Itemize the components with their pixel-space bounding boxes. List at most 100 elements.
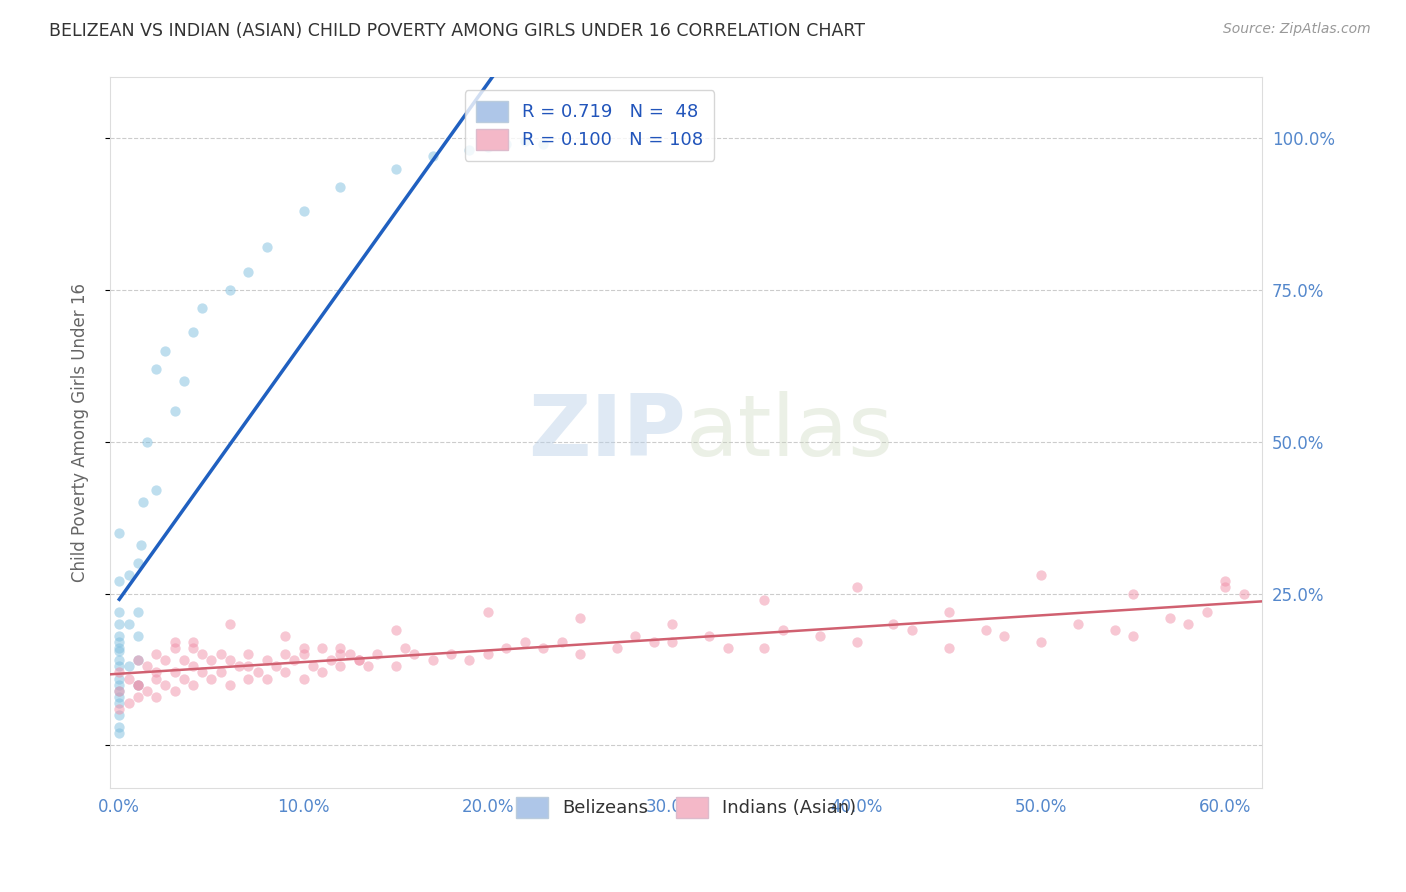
Point — [173, 374, 195, 388]
Point — [155, 653, 177, 667]
Point — [1213, 581, 1236, 595]
Point — [384, 659, 406, 673]
Point — [274, 665, 297, 680]
Point — [108, 726, 131, 740]
Point — [181, 641, 204, 656]
Point — [477, 647, 499, 661]
Point — [238, 659, 260, 673]
Point — [108, 641, 131, 656]
Point — [191, 301, 214, 315]
Point — [716, 641, 738, 656]
Point — [117, 616, 139, 631]
Point — [754, 592, 776, 607]
Point — [145, 483, 167, 498]
Point — [531, 137, 554, 152]
Point — [1067, 616, 1090, 631]
Point — [173, 672, 195, 686]
Point — [127, 678, 149, 692]
Point — [218, 616, 240, 631]
Point — [347, 653, 370, 667]
Point — [117, 659, 139, 673]
Point — [108, 683, 131, 698]
Point — [145, 665, 167, 680]
Point — [329, 659, 352, 673]
Point — [531, 641, 554, 656]
Point — [173, 653, 195, 667]
Point — [256, 653, 278, 667]
Point — [329, 179, 352, 194]
Point — [772, 623, 794, 637]
Point — [108, 525, 131, 540]
Point — [209, 665, 232, 680]
Point — [131, 538, 153, 552]
Point — [1213, 574, 1236, 589]
Point — [550, 635, 572, 649]
Point — [384, 623, 406, 637]
Point — [218, 283, 240, 297]
Point — [136, 659, 159, 673]
Point — [163, 641, 186, 656]
Point — [117, 568, 139, 582]
Point — [347, 653, 370, 667]
Point — [127, 556, 149, 570]
Point — [1159, 611, 1181, 625]
Point — [256, 672, 278, 686]
Point — [422, 149, 444, 163]
Point — [238, 647, 260, 661]
Point — [458, 653, 481, 667]
Point — [155, 678, 177, 692]
Point — [136, 683, 159, 698]
Point — [127, 629, 149, 643]
Point — [145, 362, 167, 376]
Point — [292, 647, 315, 661]
Point — [1195, 605, 1218, 619]
Point — [440, 647, 463, 661]
Text: BELIZEAN VS INDIAN (ASIAN) CHILD POVERTY AMONG GIRLS UNDER 16 CORRELATION CHART: BELIZEAN VS INDIAN (ASIAN) CHILD POVERTY… — [49, 22, 865, 40]
Point — [513, 134, 536, 148]
Point — [339, 647, 361, 661]
Point — [1104, 623, 1126, 637]
Point — [108, 690, 131, 704]
Point — [495, 137, 517, 152]
Point — [845, 635, 868, 649]
Text: atlas: atlas — [686, 392, 894, 475]
Y-axis label: Child Poverty Among Girls Under 16: Child Poverty Among Girls Under 16 — [72, 283, 89, 582]
Point — [191, 647, 214, 661]
Point — [357, 659, 380, 673]
Point — [108, 616, 131, 631]
Point — [127, 678, 149, 692]
Point — [108, 635, 131, 649]
Point — [974, 623, 997, 637]
Point — [292, 641, 315, 656]
Point — [200, 653, 222, 667]
Point — [108, 708, 131, 723]
Point — [108, 678, 131, 692]
Point — [329, 647, 352, 661]
Point — [274, 629, 297, 643]
Point — [1232, 586, 1254, 600]
Point — [238, 265, 260, 279]
Point — [477, 605, 499, 619]
Point — [218, 678, 240, 692]
Point — [901, 623, 924, 637]
Point — [163, 683, 186, 698]
Point — [697, 629, 720, 643]
Point — [264, 659, 287, 673]
Point — [108, 659, 131, 673]
Point — [321, 653, 343, 667]
Point — [127, 653, 149, 667]
Point — [218, 653, 240, 667]
Point — [938, 605, 960, 619]
Point — [155, 343, 177, 358]
Point — [163, 635, 186, 649]
Point — [292, 672, 315, 686]
Point — [108, 683, 131, 698]
Point — [1122, 629, 1144, 643]
Point — [117, 696, 139, 710]
Point — [145, 690, 167, 704]
Point — [882, 616, 904, 631]
Legend: Belizeans, Indians (Asian): Belizeans, Indians (Asian) — [509, 789, 863, 825]
Point — [108, 629, 131, 643]
Point — [200, 672, 222, 686]
Point — [311, 665, 333, 680]
